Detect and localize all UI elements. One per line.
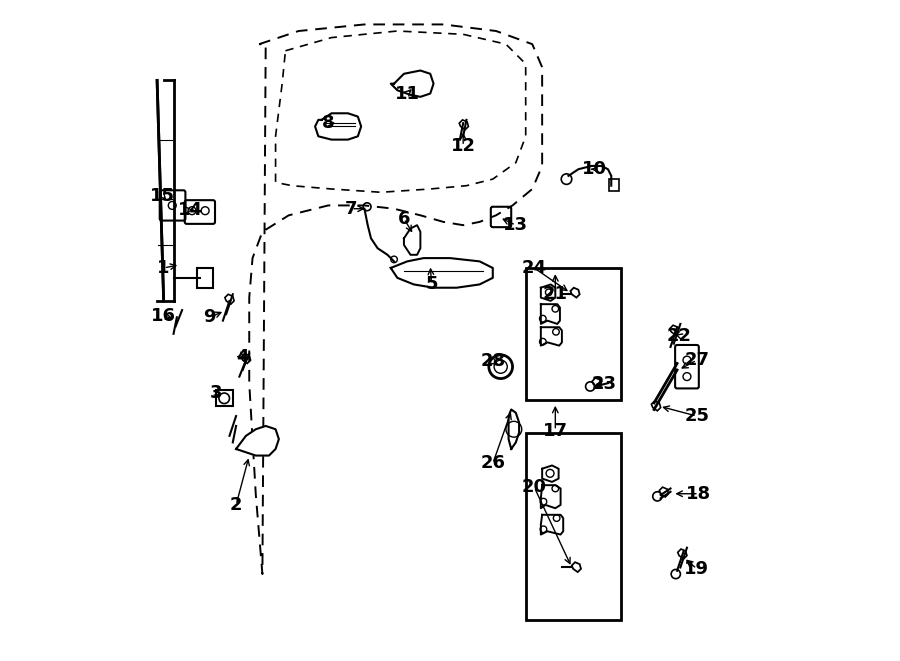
- Text: 7: 7: [345, 200, 357, 217]
- Text: 18: 18: [686, 485, 711, 503]
- Polygon shape: [315, 113, 361, 139]
- Text: 24: 24: [522, 259, 547, 277]
- Text: 11: 11: [395, 85, 419, 102]
- Text: 19: 19: [684, 560, 709, 578]
- Text: 15: 15: [150, 186, 175, 204]
- Text: 23: 23: [591, 375, 617, 393]
- Text: 2: 2: [230, 496, 242, 514]
- Text: 25: 25: [684, 407, 709, 425]
- Text: 10: 10: [582, 160, 608, 178]
- Text: 12: 12: [451, 137, 476, 155]
- Polygon shape: [236, 426, 279, 455]
- Text: 1: 1: [158, 259, 170, 277]
- Text: 21: 21: [543, 286, 568, 303]
- Text: 22: 22: [667, 327, 691, 345]
- Polygon shape: [541, 284, 555, 301]
- Polygon shape: [404, 225, 420, 254]
- Text: 8: 8: [322, 114, 335, 132]
- Text: 6: 6: [398, 210, 410, 227]
- Bar: [609, 179, 619, 191]
- Text: 9: 9: [203, 308, 216, 327]
- Polygon shape: [391, 258, 493, 288]
- Polygon shape: [391, 71, 434, 97]
- Polygon shape: [541, 327, 562, 346]
- Polygon shape: [541, 485, 561, 508]
- Polygon shape: [508, 409, 519, 449]
- Text: 20: 20: [522, 478, 547, 496]
- Polygon shape: [542, 465, 559, 482]
- Text: 4: 4: [237, 348, 249, 366]
- Text: 27: 27: [684, 351, 709, 369]
- Polygon shape: [541, 515, 563, 535]
- Text: 5: 5: [426, 276, 437, 293]
- Text: 3: 3: [210, 384, 222, 402]
- Text: 13: 13: [503, 216, 528, 234]
- Bar: [196, 268, 213, 288]
- Polygon shape: [541, 304, 560, 324]
- Text: 28: 28: [481, 352, 505, 370]
- Text: 26: 26: [481, 455, 505, 473]
- Text: 14: 14: [177, 201, 202, 219]
- Bar: [216, 390, 233, 407]
- Text: 17: 17: [543, 422, 568, 440]
- Text: 16: 16: [151, 307, 176, 325]
